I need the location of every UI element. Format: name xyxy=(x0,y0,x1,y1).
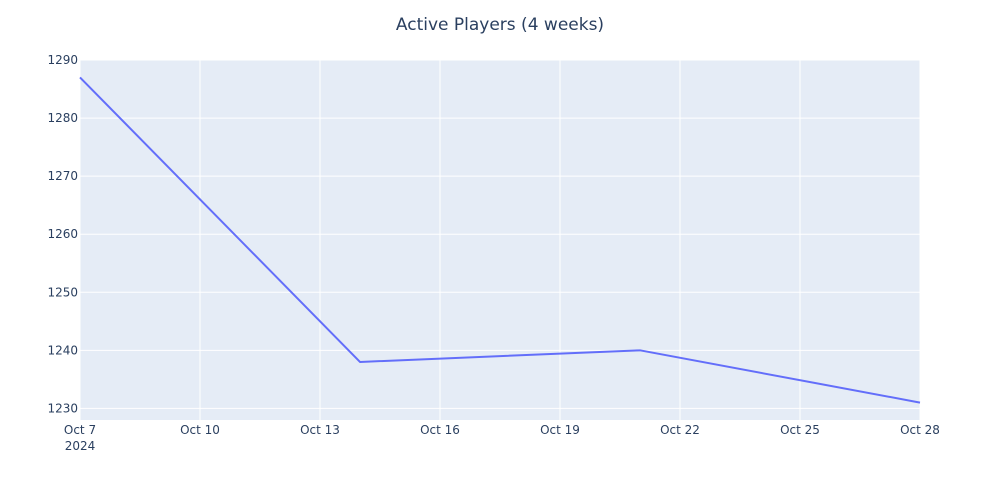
y-tick-label: 1280 xyxy=(47,111,78,125)
y-tick-label: 1290 xyxy=(47,53,78,67)
x-tick-label: Oct 19 xyxy=(540,423,580,437)
y-tick-label: 1270 xyxy=(47,169,78,183)
grid-lines xyxy=(79,59,921,420)
y-tick-label: 1240 xyxy=(47,343,78,357)
x-tick-label: Oct 10 xyxy=(180,423,220,437)
x-tick-label: Oct 25 xyxy=(780,423,820,437)
x-tick-label: Oct 22 xyxy=(660,423,700,437)
chart-title: Active Players (4 weeks) xyxy=(396,15,604,35)
x-tick-year-label: 2024 xyxy=(65,439,96,453)
series-layer xyxy=(79,76,921,404)
series-line xyxy=(79,76,921,404)
y-tick-label: 1260 xyxy=(47,227,78,241)
x-tick-label: Oct 13 xyxy=(300,423,340,437)
x-tick-label: Oct 16 xyxy=(420,423,460,437)
y-tick-label: 1250 xyxy=(47,285,78,299)
x-tick-label: Oct 28 xyxy=(900,423,940,437)
y-tick-label: 1230 xyxy=(47,401,78,415)
x-tick-label: Oct 7 xyxy=(64,423,96,437)
plot-area xyxy=(80,60,920,420)
axis-labels: 1230 1240 1250 1260 1270 1280 1290 Oct 7 2024 Oct… xyxy=(47,53,939,453)
